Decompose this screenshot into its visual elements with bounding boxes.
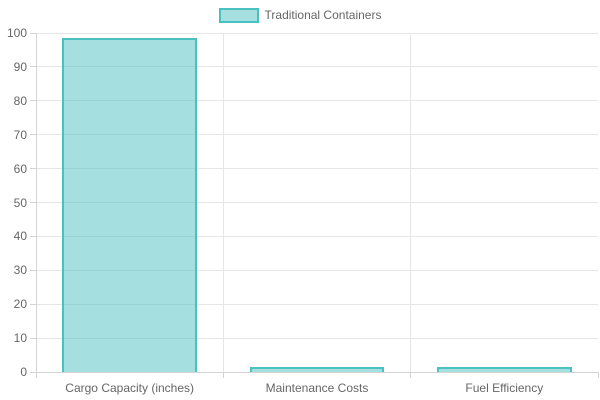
y-axis-tick	[30, 235, 36, 237]
gridline-h	[36, 168, 598, 170]
y-tick-label: 10	[13, 331, 27, 346]
legend-label: Traditional Containers	[264, 7, 382, 22]
bar[interactable]	[436, 366, 572, 372]
y-axis-tick	[30, 100, 36, 102]
gridline-h	[36, 235, 598, 237]
x-category-label: Fuel Efficiency	[465, 381, 544, 395]
y-tick-label: 40	[13, 229, 27, 244]
gridline-h	[36, 134, 598, 136]
gridline-h	[36, 66, 598, 68]
y-axis-tick	[30, 134, 36, 136]
legend-swatch	[218, 7, 259, 23]
gridline-h	[36, 32, 598, 34]
y-axis-tick	[30, 337, 36, 339]
y-axis-tick	[30, 371, 36, 373]
y-tick-label: 20	[13, 297, 27, 312]
x-axis-line	[36, 371, 598, 373]
bar[interactable]	[249, 366, 385, 372]
y-tick-label: 70	[13, 127, 27, 142]
y-tick-label: 90	[13, 59, 27, 74]
legend-item[interactable]: Traditional Containers	[0, 6, 600, 24]
y-tick-label: 0	[20, 365, 27, 379]
gridline-h	[36, 337, 598, 339]
y-tick-label: 80	[13, 93, 27, 108]
gridline-v	[222, 33, 224, 372]
x-axis-tick	[222, 372, 224, 378]
x-category-label: Cargo Capacity (inches)	[65, 381, 195, 395]
y-axis-tick	[30, 66, 36, 68]
y-axis-tick	[30, 202, 36, 203]
y-axis-tick	[30, 168, 36, 170]
gridline-v	[410, 33, 412, 372]
y-tick-label: 60	[13, 161, 27, 176]
x-axis-tick	[35, 372, 37, 378]
bar[interactable]	[62, 37, 198, 372]
x-category-label: Maintenance Costs	[265, 381, 369, 395]
x-axis-tick	[410, 372, 412, 378]
gridline-h	[36, 269, 598, 271]
y-tick-label: 100	[6, 26, 27, 40]
y-axis-tick	[30, 32, 36, 34]
gridline-h	[36, 303, 598, 305]
gridline-h	[36, 100, 598, 102]
y-axis-tick	[30, 303, 36, 305]
gridline-h	[36, 202, 598, 203]
y-axis-tick	[30, 269, 36, 271]
y-axis-line	[35, 33, 37, 372]
y-tick-label: 50	[13, 195, 27, 210]
y-tick-label: 30	[13, 263, 27, 278]
x-axis-tick	[597, 372, 599, 378]
